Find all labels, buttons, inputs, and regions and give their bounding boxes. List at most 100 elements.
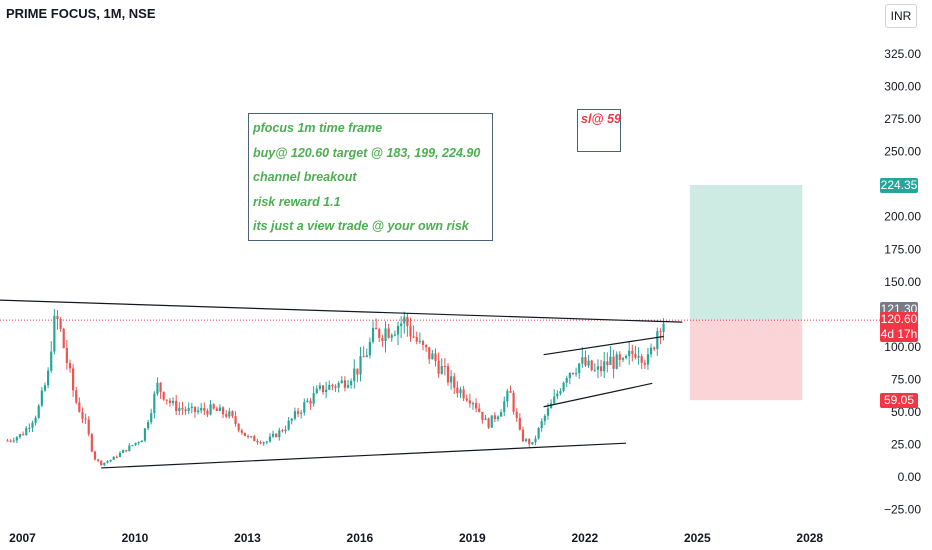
candle-body bbox=[365, 355, 368, 357]
x-tick-label: 2028 bbox=[796, 531, 823, 545]
candle-body bbox=[543, 415, 546, 422]
candle-body bbox=[628, 350, 631, 356]
candle-body bbox=[334, 386, 337, 388]
candle-body bbox=[606, 361, 609, 366]
candle-body bbox=[356, 368, 359, 375]
candle-body bbox=[465, 398, 468, 401]
candle-body bbox=[84, 418, 87, 420]
y-tick-label: 100.00 bbox=[884, 340, 921, 354]
y-tick-label: 0.00 bbox=[898, 470, 922, 484]
candle-body bbox=[171, 401, 175, 403]
candle-body bbox=[540, 421, 543, 429]
currency-selector[interactable]: INR bbox=[885, 4, 917, 28]
candle-body bbox=[431, 353, 434, 360]
candle-body bbox=[237, 423, 240, 431]
candle-body bbox=[412, 336, 415, 338]
candle-body bbox=[290, 418, 293, 421]
candle-body bbox=[428, 347, 431, 360]
candle-body bbox=[256, 441, 259, 443]
candle-body bbox=[275, 433, 278, 438]
stop-zone bbox=[689, 320, 803, 401]
candle-body bbox=[228, 411, 231, 417]
target-zone bbox=[689, 185, 803, 321]
candle-body bbox=[525, 439, 528, 442]
y-tick-label: 300.00 bbox=[884, 80, 921, 94]
candle-body bbox=[653, 347, 656, 350]
x-tick-label: 2007 bbox=[9, 531, 36, 545]
candle-body bbox=[437, 360, 440, 374]
candle-body bbox=[325, 389, 328, 393]
candle-body bbox=[225, 414, 228, 417]
candle-body bbox=[453, 376, 456, 388]
y-tick-label: 25.00 bbox=[891, 438, 921, 452]
candle-body bbox=[300, 412, 303, 414]
x-tick-label: 2016 bbox=[347, 531, 374, 545]
candle-body bbox=[553, 396, 556, 404]
candle-body bbox=[565, 378, 568, 383]
candle-body bbox=[578, 363, 581, 374]
candle-body bbox=[312, 393, 315, 404]
candle-body bbox=[78, 402, 81, 412]
candle-body bbox=[162, 391, 165, 400]
candle-body bbox=[165, 399, 168, 401]
candle-body bbox=[59, 319, 62, 329]
trendline-lower bbox=[101, 442, 627, 469]
candle-body bbox=[315, 388, 318, 394]
candle-body bbox=[243, 432, 247, 437]
stop-loss-note[interactable]: sl@ 59 bbox=[577, 109, 621, 152]
y-tick-label: 200.00 bbox=[884, 210, 921, 224]
candle-body bbox=[103, 462, 106, 466]
candle-body bbox=[40, 390, 43, 406]
candle-body bbox=[28, 427, 31, 429]
x-tick-label: 2019 bbox=[459, 531, 486, 545]
candle-body bbox=[387, 328, 390, 338]
y-tick-label: 325.00 bbox=[884, 47, 921, 61]
candle-body bbox=[118, 453, 122, 457]
candle-body bbox=[175, 401, 178, 412]
candle-body bbox=[375, 327, 378, 330]
candle-body bbox=[559, 391, 562, 394]
candle-body bbox=[649, 347, 653, 355]
candle-body bbox=[159, 382, 162, 392]
candle-body bbox=[203, 407, 206, 411]
candle-body bbox=[475, 403, 478, 409]
candle-body bbox=[56, 315, 59, 320]
candle-body bbox=[531, 442, 534, 445]
candle-body bbox=[506, 391, 509, 402]
candle-body bbox=[421, 341, 425, 345]
x-tick-label: 2025 bbox=[684, 531, 711, 545]
analysis-note[interactable]: pfocus 1m time frame buy@ 120.60 target … bbox=[248, 113, 493, 241]
candle-body bbox=[62, 328, 65, 348]
candle-body bbox=[396, 325, 400, 335]
candle-body bbox=[106, 461, 109, 463]
y-tick-label: 250.00 bbox=[884, 145, 921, 159]
candle-body bbox=[318, 385, 322, 389]
candle-body bbox=[234, 416, 237, 424]
candle-body bbox=[596, 366, 600, 370]
candle-body bbox=[22, 434, 25, 436]
candle-body bbox=[409, 326, 412, 337]
candle-body bbox=[93, 451, 97, 460]
candle-body bbox=[371, 327, 375, 342]
candle-body bbox=[206, 410, 209, 415]
candle-body bbox=[478, 408, 481, 412]
stop-price-badge: 59.05 bbox=[880, 392, 918, 408]
candle-body bbox=[556, 393, 559, 397]
candle-body bbox=[568, 373, 571, 379]
candle-body bbox=[646, 354, 650, 365]
candle-body bbox=[443, 365, 446, 367]
candle-body bbox=[281, 430, 284, 432]
candle-body bbox=[346, 385, 350, 388]
candle-body bbox=[456, 387, 459, 394]
candle-body bbox=[496, 416, 500, 419]
candle-body bbox=[331, 384, 334, 387]
candle-body bbox=[340, 380, 343, 383]
candle-body bbox=[128, 445, 131, 452]
candle-body bbox=[100, 460, 103, 466]
y-tick-label: −25.00 bbox=[884, 503, 921, 517]
candle-body bbox=[181, 407, 184, 410]
candle-body bbox=[196, 410, 200, 413]
candle-body bbox=[624, 355, 628, 359]
candle-body bbox=[662, 323, 665, 332]
